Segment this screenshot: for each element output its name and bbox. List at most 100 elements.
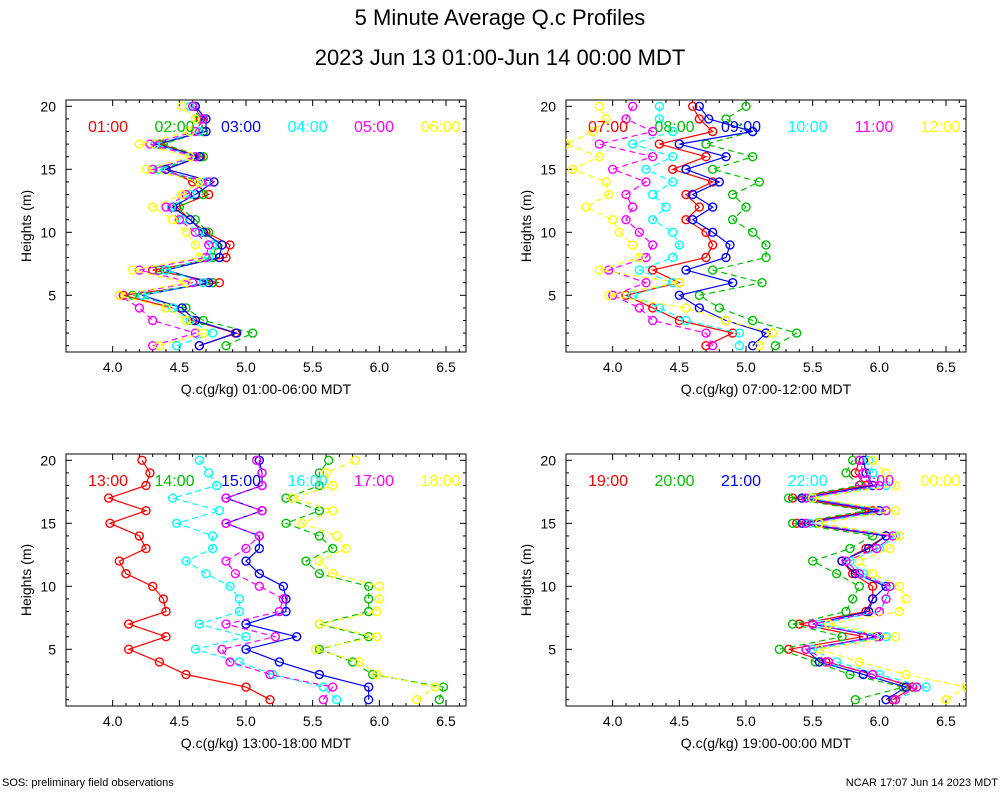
data-point bbox=[823, 657, 834, 667]
data-point bbox=[430, 682, 441, 692]
data-point bbox=[207, 531, 218, 541]
data-point bbox=[234, 594, 245, 604]
series-line-01:00 bbox=[123, 106, 238, 347]
data-point bbox=[147, 315, 158, 326]
data-point bbox=[134, 139, 145, 149]
data-point bbox=[747, 227, 758, 238]
series-line-11:00 bbox=[599, 106, 714, 346]
data-point bbox=[203, 177, 214, 187]
footer-left: SOS: preliminary field observations bbox=[2, 777, 174, 789]
x-axis-label: Q.c(g/kg) 19:00-00:00 MDT bbox=[681, 735, 852, 751]
data-point bbox=[881, 531, 891, 541]
data-point bbox=[185, 126, 195, 137]
chart-panel-4: 4.0 4.5 5.0 5.5 6.0 6.5 5 10 15 20 Q.c(g/kg) 19:00… bbox=[518, 452, 967, 751]
data-point bbox=[641, 252, 651, 263]
data-point bbox=[801, 493, 811, 503]
data-point bbox=[801, 518, 811, 528]
data-point bbox=[823, 619, 834, 629]
data-point bbox=[190, 214, 201, 225]
data-point bbox=[898, 682, 909, 692]
data-point bbox=[881, 695, 891, 705]
y-tick-label: 15 bbox=[540, 515, 556, 531]
chart-panel-1: 4.0 4.5 5.0 5.5 6.0 6.5 5 10 15 20 Q.c(g/kg) 01:00… bbox=[18, 98, 467, 397]
data-point bbox=[767, 328, 778, 338]
legend-label-03:00: 03:00 bbox=[221, 119, 261, 136]
x-tick-label: 4.0 bbox=[603, 713, 623, 729]
data-point bbox=[641, 164, 651, 175]
data-point bbox=[190, 227, 201, 238]
x-tick-label: 5.5 bbox=[303, 359, 323, 375]
data-point bbox=[374, 594, 385, 604]
legend-label-19:00: 19:00 bbox=[588, 473, 628, 490]
legend-label-00:00: 00:00 bbox=[920, 473, 960, 490]
plot-frame bbox=[565, 453, 967, 707]
series-line-02:00 bbox=[132, 106, 255, 347]
data-point bbox=[594, 101, 605, 112]
x-tick-label: 4.0 bbox=[103, 713, 123, 729]
data-point bbox=[647, 240, 658, 250]
data-point bbox=[221, 493, 231, 503]
data-point bbox=[890, 531, 901, 541]
page-title: 5 Minute Average Q.c Profiles bbox=[354, 5, 646, 30]
data-point bbox=[185, 315, 195, 326]
data-point bbox=[734, 341, 745, 351]
y-tick-label: 20 bbox=[540, 98, 556, 114]
data-point bbox=[721, 114, 731, 124]
legend-label-05:00: 05:00 bbox=[354, 119, 394, 136]
data-point bbox=[867, 480, 878, 491]
data-point bbox=[314, 556, 325, 566]
data-point bbox=[941, 695, 951, 705]
data-point bbox=[747, 126, 758, 137]
data-point bbox=[867, 669, 878, 680]
data-point bbox=[874, 480, 885, 491]
data-point bbox=[621, 114, 631, 124]
data-point bbox=[841, 468, 851, 478]
data-point bbox=[961, 682, 966, 692]
data-point bbox=[890, 695, 901, 705]
data-point bbox=[123, 619, 134, 629]
data-point bbox=[257, 506, 267, 516]
data-point bbox=[154, 657, 165, 667]
data-point bbox=[127, 265, 138, 275]
series-group bbox=[774, 455, 966, 705]
data-point bbox=[714, 177, 725, 187]
data-point bbox=[681, 189, 691, 200]
legend-label-17:00: 17:00 bbox=[354, 473, 394, 490]
data-point bbox=[654, 139, 665, 149]
data-point bbox=[734, 328, 745, 338]
data-point bbox=[314, 569, 325, 579]
data-point bbox=[681, 315, 691, 326]
data-point bbox=[190, 114, 201, 124]
data-point bbox=[190, 240, 201, 250]
data-point bbox=[594, 265, 605, 275]
legend-label-23:00: 23:00 bbox=[854, 473, 894, 490]
data-point bbox=[198, 328, 209, 338]
data-point bbox=[621, 290, 631, 300]
data-point bbox=[894, 606, 905, 617]
data-point bbox=[230, 569, 241, 579]
data-point bbox=[147, 202, 158, 212]
data-point bbox=[581, 202, 591, 212]
data-point bbox=[603, 290, 614, 300]
data-point bbox=[687, 189, 698, 200]
data-point bbox=[321, 468, 331, 478]
series-line-15:00 bbox=[224, 460, 370, 700]
data-point bbox=[181, 278, 191, 288]
data-point bbox=[154, 341, 165, 351]
data-point bbox=[314, 619, 325, 629]
data-point bbox=[211, 480, 222, 491]
y-tick-label: 15 bbox=[40, 515, 56, 531]
data-point bbox=[145, 139, 155, 149]
data-point bbox=[221, 556, 231, 566]
data-point bbox=[221, 619, 231, 629]
data-point bbox=[141, 164, 151, 175]
data-point bbox=[791, 328, 802, 338]
series-group bbox=[103, 455, 449, 705]
data-point bbox=[587, 126, 598, 137]
data-point bbox=[241, 682, 251, 692]
data-point bbox=[281, 518, 291, 528]
data-point bbox=[274, 657, 285, 667]
data-point bbox=[134, 531, 145, 541]
data-point bbox=[371, 669, 382, 680]
series-line-12:00 bbox=[566, 106, 774, 347]
